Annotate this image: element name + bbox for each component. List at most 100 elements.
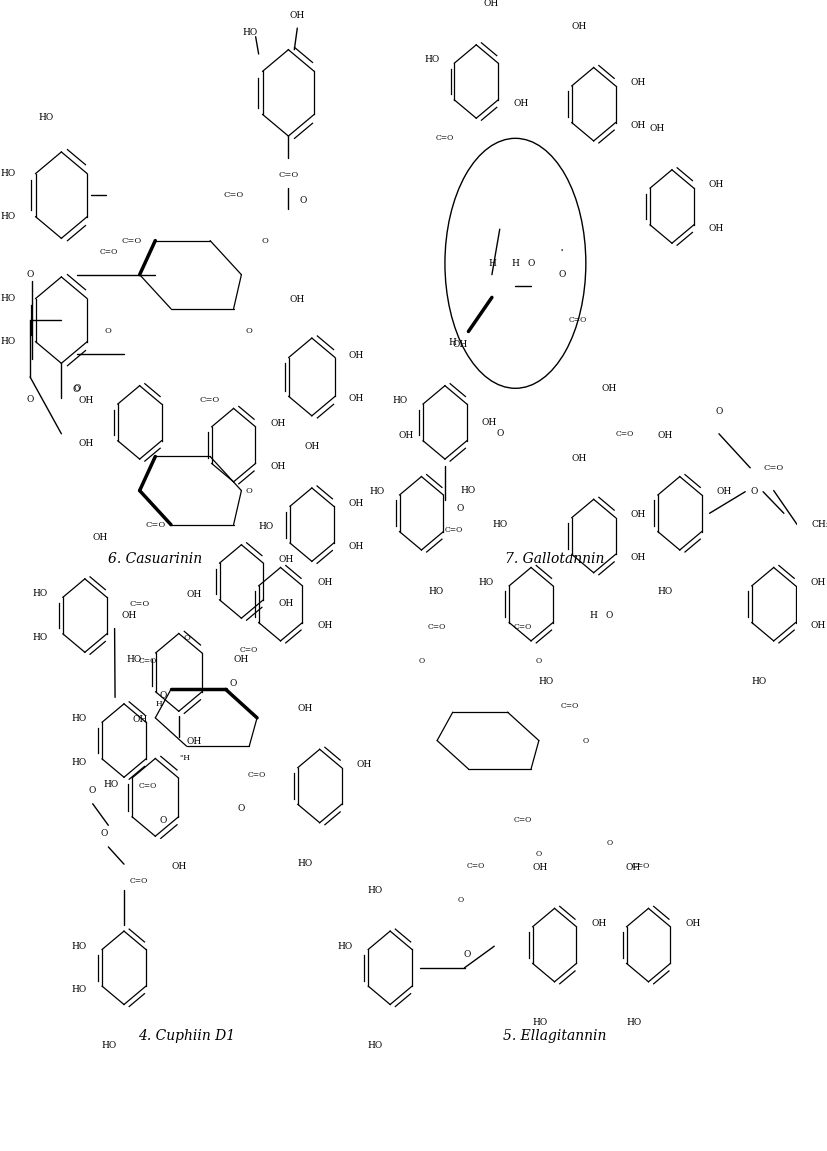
Text: OH: OH (186, 737, 201, 746)
Text: OH: OH (92, 533, 108, 542)
Text: HO: HO (32, 589, 48, 599)
Text: O: O (750, 487, 758, 496)
Text: O: O (715, 406, 723, 416)
Text: C=O: C=O (146, 520, 165, 528)
Text: OH: OH (709, 223, 724, 233)
Text: HO: HO (479, 578, 494, 587)
Text: C=O: C=O (248, 771, 266, 778)
Text: HO: HO (103, 780, 118, 788)
Text: C=O: C=O (122, 237, 142, 245)
Text: C=O: C=O (200, 396, 220, 404)
Text: C=O: C=O (569, 317, 587, 325)
Text: C=O: C=O (514, 623, 533, 631)
Text: HO: HO (369, 487, 385, 496)
Text: OH: OH (122, 611, 137, 620)
Text: OH: OH (626, 863, 641, 871)
Text: HO: HO (626, 1019, 641, 1028)
Text: OH: OH (631, 121, 646, 130)
Text: H: H (488, 259, 496, 268)
Text: HO: HO (368, 885, 383, 894)
Text: OH: OH (452, 341, 467, 349)
Text: O: O (89, 786, 97, 795)
Text: OH: OH (631, 78, 646, 87)
Text: O: O (299, 197, 307, 205)
Text: HO: HO (72, 757, 87, 767)
Text: O: O (246, 328, 253, 335)
Text: O: O (237, 805, 245, 814)
Text: HO: HO (242, 28, 257, 37)
Text: C=O: C=O (99, 247, 117, 256)
Text: C=O: C=O (138, 782, 156, 790)
Text: O: O (536, 657, 542, 665)
Text: HO: HO (393, 396, 408, 405)
Text: OH: OH (356, 760, 372, 769)
Text: HO: HO (428, 587, 444, 595)
Text: HO: HO (32, 633, 48, 641)
Text: O: O (26, 270, 34, 280)
Text: O: O (464, 951, 471, 959)
Text: OH: OH (591, 918, 607, 928)
Text: O: O (183, 634, 190, 642)
Text: OH: OH (631, 554, 646, 562)
Text: O: O (160, 816, 167, 824)
Text: 5. Ellagitannin: 5. Ellagitannin (503, 1029, 606, 1043)
Text: OH: OH (234, 655, 249, 664)
Text: OH: OH (514, 99, 528, 107)
Text: C=O: C=O (278, 170, 299, 178)
Text: O: O (160, 691, 167, 700)
Text: OH: OH (349, 542, 364, 550)
Text: OH: OH (349, 394, 364, 403)
Text: OH: OH (810, 578, 826, 587)
Text: '': '' (561, 247, 564, 256)
Text: C=O: C=O (467, 862, 485, 869)
Text: H: H (511, 259, 519, 268)
Text: H: H (156, 700, 163, 708)
Text: OH: OH (79, 396, 93, 405)
Text: OH: OH (270, 419, 286, 428)
Text: OH: OH (686, 918, 700, 928)
Text: OH: OH (79, 440, 93, 449)
Text: HO: HO (492, 520, 507, 529)
Text: HO: HO (0, 337, 16, 346)
Text: OH: OH (399, 432, 414, 440)
Text: OH: OH (349, 351, 364, 360)
Text: O: O (583, 737, 589, 745)
Text: ''H: ''H (179, 754, 190, 762)
Text: HO: HO (0, 212, 16, 221)
Text: HO: HO (102, 1041, 117, 1050)
Text: OH: OH (270, 463, 286, 471)
Text: HO: HO (72, 985, 87, 994)
Text: HO: HO (461, 486, 476, 495)
Text: O: O (605, 611, 613, 620)
Text: HO: HO (0, 169, 16, 178)
Text: C=O: C=O (632, 862, 650, 869)
Text: 6. Casuarinin: 6. Casuarinin (108, 551, 203, 566)
Text: OH: OH (602, 383, 617, 392)
Text: HO: HO (0, 294, 16, 303)
Text: O: O (101, 830, 108, 838)
Text: HO: HO (368, 1041, 383, 1050)
Text: O: O (230, 679, 237, 688)
Text: 7. Gallotannin: 7. Gallotannin (504, 551, 605, 566)
Text: C=O: C=O (130, 600, 150, 608)
Text: OH: OH (532, 863, 547, 871)
Text: OH: OH (289, 10, 305, 20)
Text: C=O: C=O (763, 464, 784, 472)
Text: O: O (74, 383, 81, 392)
Text: H: H (449, 338, 457, 348)
Text: OH: OH (279, 599, 294, 608)
Text: O: O (73, 384, 80, 394)
Text: C=O: C=O (428, 623, 447, 631)
Text: O: O (261, 237, 268, 245)
Text: HO: HO (39, 113, 54, 122)
Text: OH: OH (133, 715, 148, 724)
Text: OH: OH (631, 510, 646, 519)
Text: C=O: C=O (561, 702, 579, 710)
Text: OH: OH (279, 556, 294, 564)
Text: O: O (528, 259, 535, 268)
Text: CH₃: CH₃ (811, 520, 827, 529)
Text: OH: OH (571, 22, 586, 31)
Text: O: O (26, 395, 34, 404)
Text: O: O (457, 895, 464, 904)
Text: C=O: C=O (616, 429, 634, 437)
